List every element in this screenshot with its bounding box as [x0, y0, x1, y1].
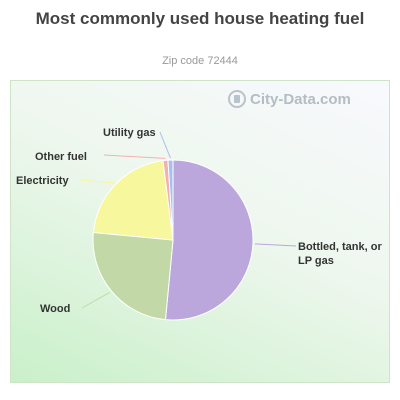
- leader-line: [103, 154, 166, 159]
- slice-label: Utility gas: [103, 127, 156, 139]
- leader-line: [81, 291, 111, 309]
- pie-slice: [92, 231, 174, 321]
- slice-label: Other fuel: [35, 151, 87, 163]
- watermark-text: City-Data.com: [250, 90, 351, 108]
- pie-slice: [167, 159, 174, 241]
- pie-slice: [164, 159, 254, 321]
- leader-line: [79, 179, 115, 184]
- leader-line: [254, 243, 297, 247]
- watermark: City-Data.com: [228, 90, 351, 108]
- chart-subtitle: Zip code 72444: [162, 55, 238, 67]
- city-data-logo-icon: [228, 90, 246, 108]
- slice-label: Wood: [40, 303, 70, 315]
- chart-title: Most commonly used house heating fuel: [35, 9, 365, 28]
- slice-label: Bottled, tank, or LP gas: [298, 241, 382, 267]
- slice-label: Electricity: [16, 175, 69, 187]
- pie-slice: [92, 160, 174, 241]
- leader-line: [159, 131, 171, 159]
